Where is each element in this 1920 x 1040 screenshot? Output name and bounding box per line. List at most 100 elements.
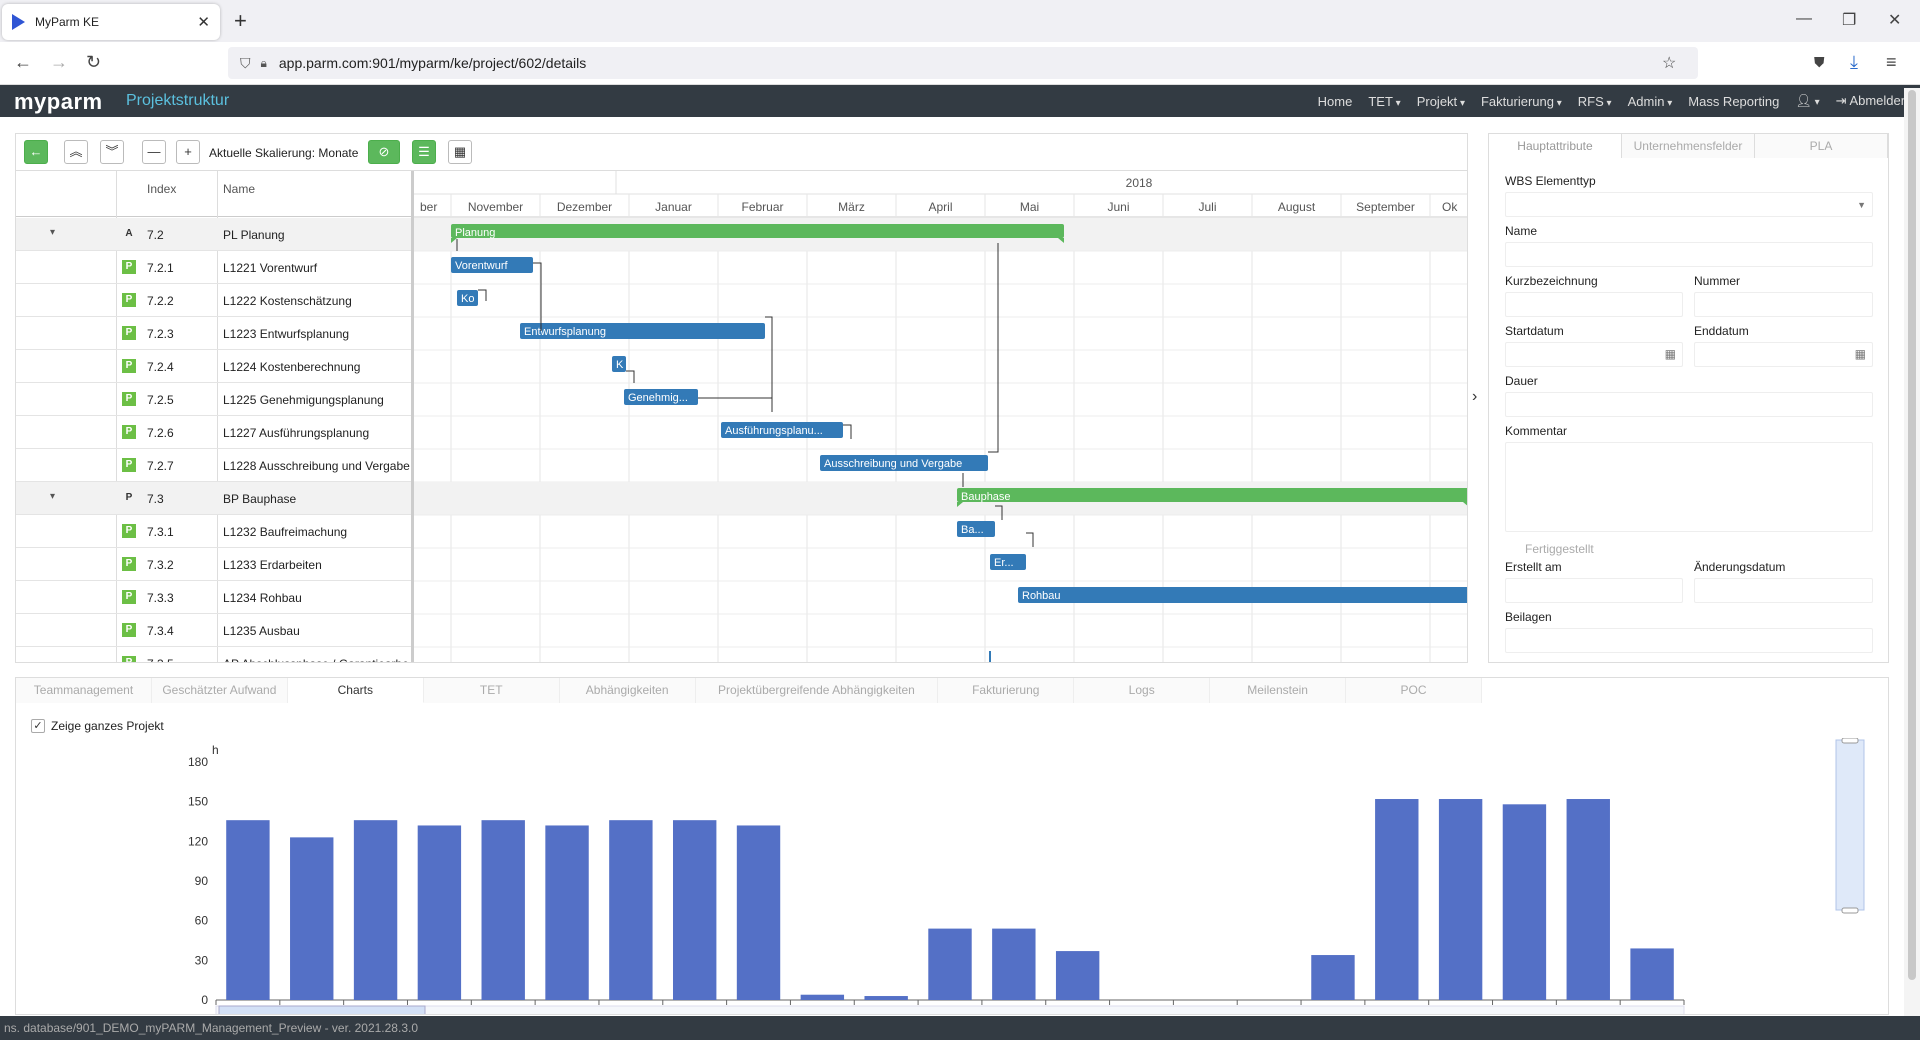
zoom-out-button[interactable]: — <box>142 140 166 164</box>
tab-pla[interactable]: PLA <box>1755 134 1888 158</box>
duration-input[interactable] <box>1505 392 1873 417</box>
task-bar[interactable] <box>624 389 698 405</box>
nav-fakturierung[interactable]: Fakturierung <box>1481 94 1562 109</box>
table-row[interactable]: P 7.2.6 L1227 Ausführungsplanung <box>16 416 412 449</box>
table-row[interactable]: P 7.2.3 L1223 Entwurfsplanung <box>16 317 412 350</box>
chart-bar[interactable] <box>992 928 1036 1000</box>
chart-bar[interactable] <box>736 825 781 1000</box>
list-view-button[interactable]: ☰ <box>412 140 436 164</box>
chart-bar[interactable] <box>1566 799 1610 1000</box>
zoom-slider-track[interactable] <box>1835 739 1865 911</box>
chart-bar[interactable] <box>1055 951 1100 1000</box>
logout-link[interactable]: ⇥ Abmelden <box>1836 93 1908 109</box>
forward-icon[interactable]: → <box>50 52 68 72</box>
table-row[interactable]: P 7.2.7 L1228 Ausschreibung und Vergabe <box>16 449 412 482</box>
new-tab-icon[interactable]: + <box>234 8 247 33</box>
close-tab-icon[interactable]: ✕ <box>197 14 210 31</box>
chevron-right-icon[interactable]: › <box>1472 388 1478 405</box>
table-row[interactable]: P 7.2.4 L1224 Kostenberechnung <box>16 350 412 383</box>
tab-poc[interactable]: POC <box>1346 678 1482 703</box>
tab-abhaengigkeiten[interactable]: Abhängigkeiten <box>559 678 696 703</box>
page-scrollbar[interactable] <box>1904 88 1920 1016</box>
chart-bar[interactable] <box>545 825 589 1000</box>
tab-tet[interactable]: TET <box>423 678 560 703</box>
tab-charts[interactable]: Charts <box>287 678 424 703</box>
bookmark-star-icon[interactable]: ☆ <box>1662 55 1677 72</box>
chart-bar[interactable] <box>290 837 334 1000</box>
name-input[interactable] <box>1505 242 1873 267</box>
downloads-icon[interactable]: ⤓ <box>1850 52 1858 72</box>
minimize-icon[interactable]: — <box>1796 10 1812 27</box>
chart-bar[interactable] <box>1630 948 1674 1000</box>
task-bar[interactable] <box>990 554 1026 570</box>
table-row[interactable]: P 7.3.3 L1234 Rohbau <box>16 581 412 614</box>
reload-icon[interactable]: ↻ <box>86 52 102 72</box>
scrollbar-thumb[interactable] <box>1908 90 1916 980</box>
task-bar[interactable] <box>520 323 765 339</box>
table-row[interactable]: P 7.3.4 L1235 Ausbau <box>16 614 412 647</box>
chart-bar[interactable] <box>353 820 398 1000</box>
calendar-icon[interactable]: ▦ <box>1854 347 1866 361</box>
table-row[interactable]: P 7.2.5 L1225 Genehmigungsplanung <box>16 383 412 416</box>
show-all-checkbox[interactable]: ✓ Zeige ganzes Projekt <box>31 719 164 733</box>
calendar-button[interactable]: ▦ <box>448 140 472 164</box>
expand-toggle-icon[interactable]: ▾ <box>50 491 56 502</box>
task-bar[interactable] <box>721 422 843 438</box>
pocket-icon[interactable]: ⛊ <box>1814 54 1825 70</box>
name-column-header[interactable]: Name <box>223 182 256 196</box>
back-icon[interactable]: ← <box>14 52 32 72</box>
nav-mass-reporting[interactable]: Mass Reporting <box>1688 93 1780 109</box>
task-bar[interactable] <box>820 455 988 471</box>
end-date-input[interactable]: ▦ <box>1694 342 1873 367</box>
url-bar[interactable]: ⛉ 🔒︎ app.parm.com:901/myparm/ke/project/… <box>228 47 1698 79</box>
chart-bar[interactable] <box>1438 799 1483 1000</box>
table-row[interactable]: ▾ P 7.3 BP Bauphase <box>16 482 412 515</box>
table-row[interactable]: P 7.2.1 L1221 Vorentwurf <box>16 251 412 284</box>
grid-splitter[interactable] <box>411 171 414 662</box>
toggle-visibility-button[interactable]: ⊘ <box>368 140 400 164</box>
summary-bar[interactable] <box>451 224 1064 238</box>
collapse-all-button[interactable]: ︽ <box>64 140 88 164</box>
task-bar[interactable] <box>457 290 478 306</box>
chart-bar[interactable] <box>672 820 717 1000</box>
number-input[interactable] <box>1694 292 1873 317</box>
chart-bar[interactable] <box>1375 799 1419 1000</box>
browser-tab[interactable]: MyParm KE ✕ <box>2 4 220 40</box>
expand-all-button[interactable]: ︾ <box>100 140 124 164</box>
tab-unternehmensfelder[interactable]: Unternehmensfelder <box>1622 134 1755 158</box>
table-row[interactable]: P 7.2.2 L1222 Kostenschätzung <box>16 284 412 317</box>
menu-icon[interactable]: ≡ <box>1886 52 1897 72</box>
nav-admin[interactable]: Admin <box>1628 94 1673 109</box>
attachments-input[interactable] <box>1505 628 1873 653</box>
zoom-in-button[interactable]: + <box>176 140 200 164</box>
tab-hauptattribute[interactable]: Hauptattribute <box>1489 134 1622 158</box>
start-date-input[interactable]: ▦ <box>1505 342 1683 367</box>
nav-home[interactable]: Home <box>1317 93 1353 109</box>
comment-textarea[interactable] <box>1505 442 1873 532</box>
short-input[interactable] <box>1505 292 1683 317</box>
summary-bar[interactable] <box>957 488 1468 502</box>
chart-bar[interactable] <box>481 820 525 1000</box>
tab-teammanagement[interactable]: Teammanagement <box>16 678 152 703</box>
tab-geschaetzter-aufwand[interactable]: Geschätzter Aufwand <box>151 678 288 703</box>
chart-bar[interactable] <box>226 820 270 1000</box>
table-row[interactable]: ▾ A 7.2 PL Planung <box>16 218 412 251</box>
table-row[interactable]: P 7.3.2 L1233 Erdarbeiten <box>16 548 412 581</box>
chart-bar[interactable] <box>1311 955 1355 1000</box>
table-row[interactable]: P 7.3.5 AP Abschlussphase / Garantiearbe <box>16 647 412 662</box>
chart-bar[interactable] <box>864 996 908 1000</box>
task-bar[interactable] <box>612 356 626 372</box>
chart-bar[interactable] <box>417 825 462 1000</box>
zoom-slider-handle[interactable] <box>1841 907 1859 914</box>
chart-bar[interactable] <box>800 994 845 1000</box>
nav-projekt[interactable]: Projekt <box>1417 94 1465 109</box>
nav-rfs[interactable]: RFS <box>1578 94 1612 109</box>
done-checkbox[interactable]: Fertiggestellt <box>1525 542 1594 556</box>
nav-tet[interactable]: TET <box>1368 94 1400 109</box>
index-column-header[interactable]: Index <box>147 182 177 196</box>
task-bar[interactable] <box>1018 587 1468 603</box>
chart-bar[interactable] <box>928 928 972 1000</box>
tab-meilenstein[interactable]: Meilenstein <box>1210 678 1347 703</box>
task-bar[interactable] <box>957 521 995 537</box>
restore-icon[interactable]: ❐ <box>1842 12 1857 29</box>
